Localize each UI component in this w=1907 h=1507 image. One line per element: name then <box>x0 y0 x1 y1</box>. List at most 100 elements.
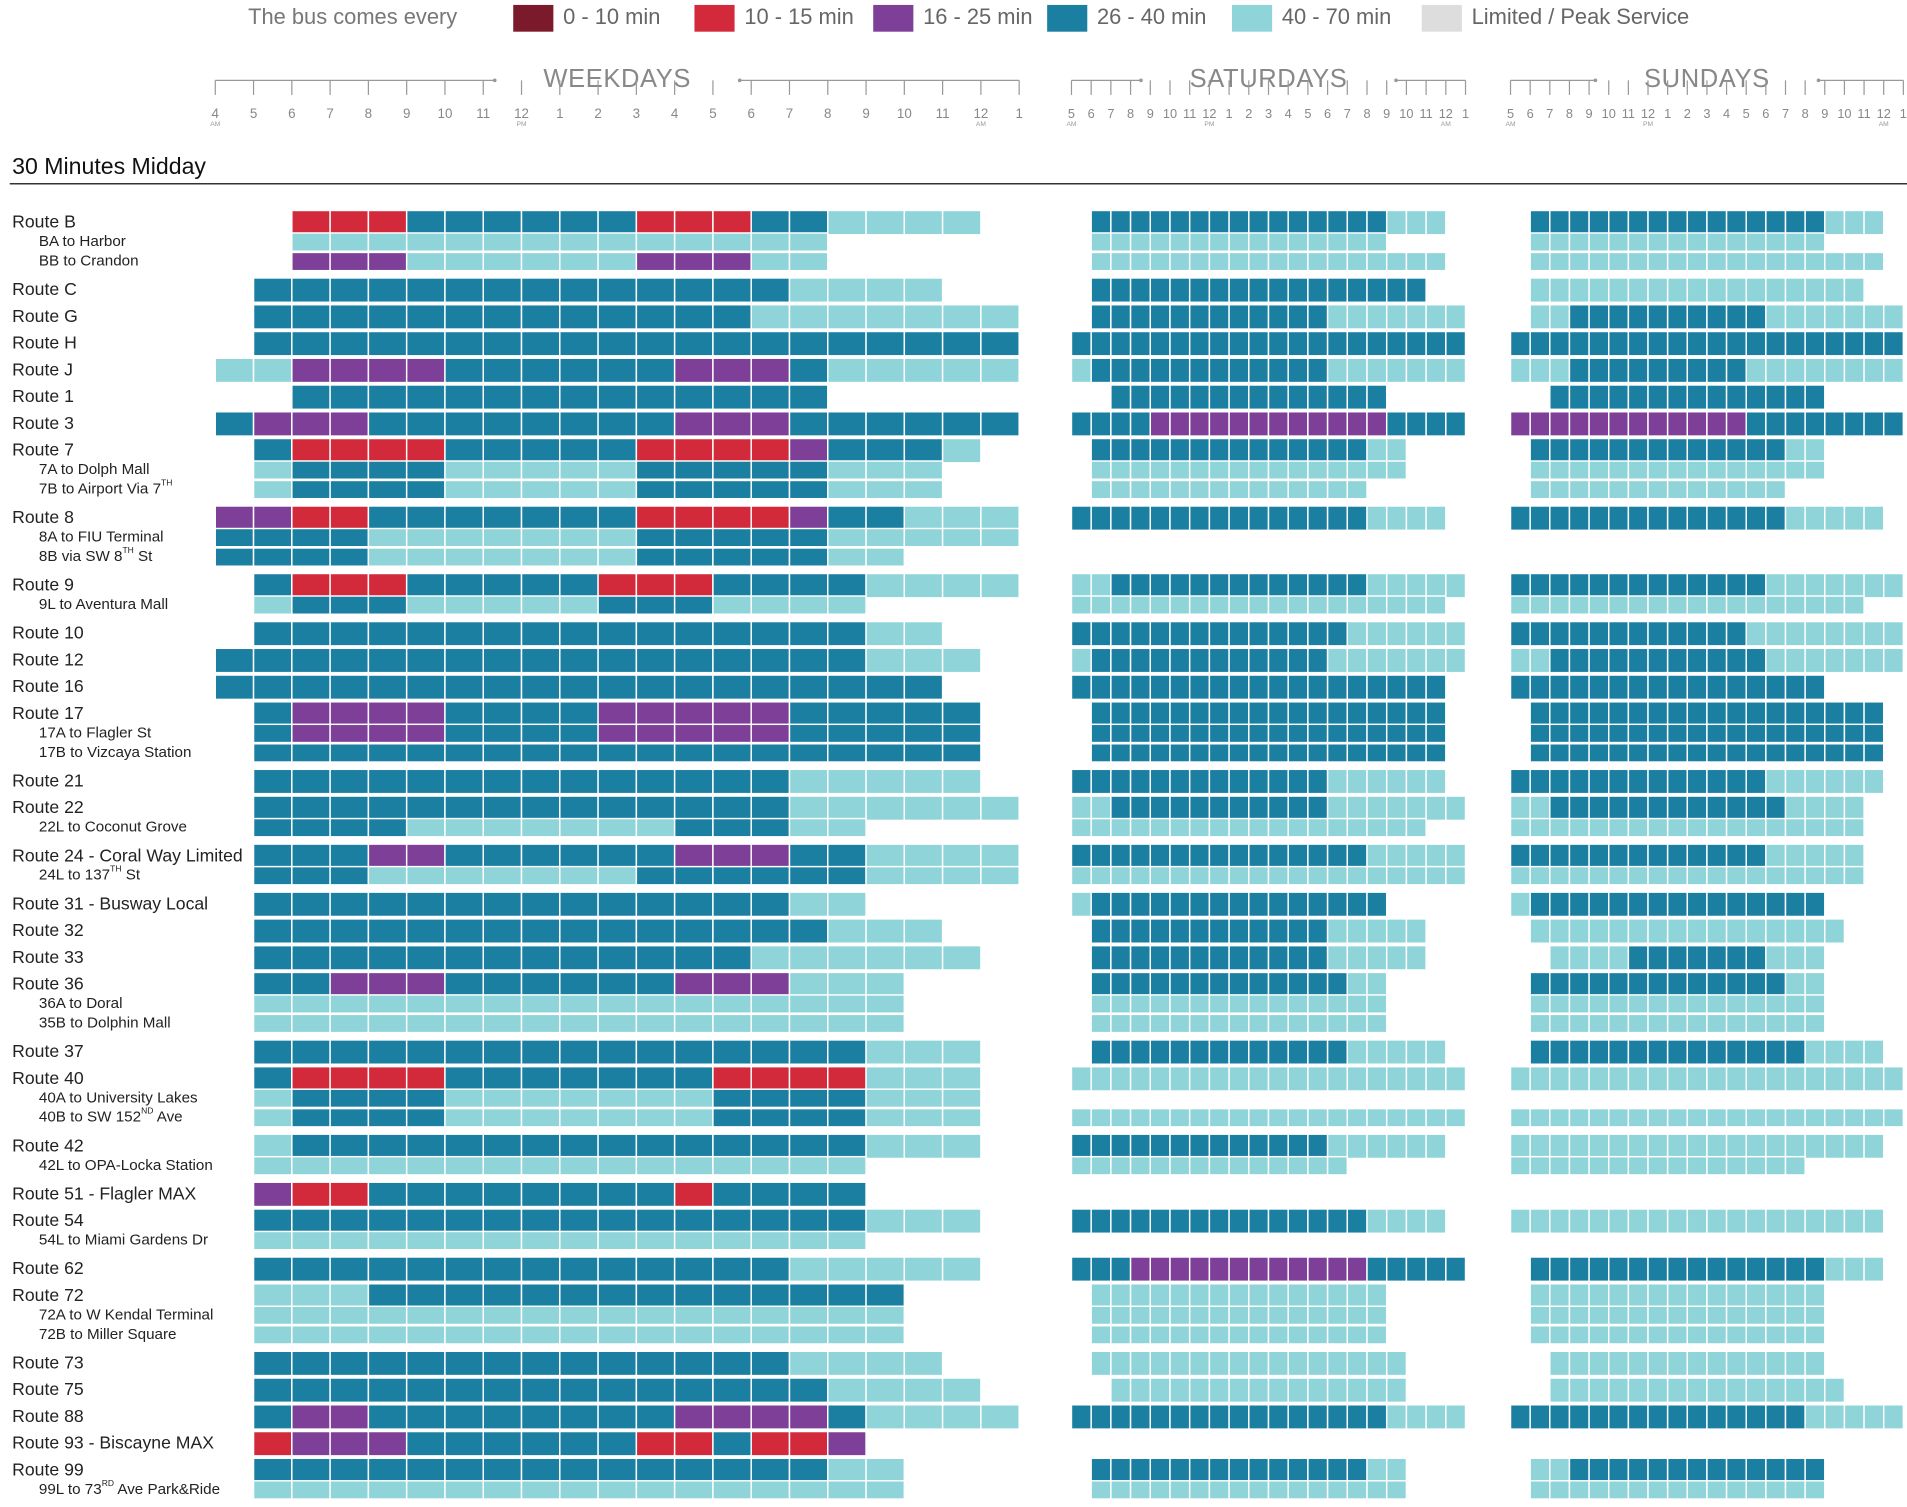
frequency-cell <box>1129 1065 1152 1092</box>
frequency-cell <box>788 479 829 500</box>
frequency-cell <box>1287 505 1309 532</box>
frequency-cell <box>367 971 408 998</box>
frequency-cell <box>1647 620 1669 647</box>
frequency-cell <box>1149 505 1171 532</box>
frequency-cell <box>1882 620 1905 647</box>
frequency-cell <box>1784 209 1806 236</box>
frequency-cell <box>405 891 446 918</box>
frequency-cell <box>1287 1404 1309 1430</box>
frequency-cell <box>827 1404 867 1430</box>
frequency-cell <box>1529 1065 1551 1092</box>
frequency-cell <box>1208 1480 1230 1500</box>
frequency-cell <box>1745 701 1767 727</box>
frequency-cell <box>482 1181 523 1208</box>
frequency-cell <box>865 1088 906 1109</box>
frequency-cell <box>1366 1039 1388 1065</box>
frequency-cell <box>252 1107 293 1128</box>
frequency-cell <box>444 768 484 795</box>
frequency-cell <box>1568 1283 1590 1309</box>
frequency-cell <box>1188 1324 1211 1345</box>
frequency-cell <box>1326 1013 1349 1034</box>
frequency-cell <box>1090 357 1112 384</box>
frequency-cell <box>1248 357 1270 384</box>
frequency-cell <box>1346 1039 1368 1065</box>
frequency-cell <box>1529 795 1551 822</box>
frequency-cell <box>1568 1039 1590 1065</box>
frequency-cell <box>673 330 714 357</box>
frequency-cell <box>1090 479 1112 500</box>
frequency-cell <box>1248 330 1270 357</box>
frequency-cell <box>1169 647 1191 674</box>
frequency-cell <box>827 1208 867 1235</box>
frequency-cell <box>1149 209 1171 236</box>
frequency-cell <box>329 891 370 918</box>
frequency-cell <box>1385 1133 1408 1160</box>
frequency-cell <box>1188 674 1211 701</box>
frequency-cell <box>252 865 293 886</box>
frequency-cell <box>597 1377 638 1404</box>
frequency-cell <box>712 1305 752 1326</box>
frequency-cell <box>1607 479 1630 500</box>
frequency-cell <box>1725 795 1747 822</box>
frequency-cell <box>597 795 638 822</box>
frequency-cell <box>1248 1155 1270 1176</box>
frequency-cell <box>1765 411 1787 437</box>
frequency-cell <box>482 384 523 411</box>
hour-label: 5 <box>1304 106 1311 121</box>
frequency-cell <box>1725 674 1747 701</box>
frequency-cell <box>367 209 408 236</box>
frequency-cell <box>1169 1133 1191 1160</box>
frequency-cell <box>367 1305 408 1326</box>
frequency-cell <box>865 572 906 599</box>
frequency-cell <box>1326 1324 1349 1345</box>
frequency-cell <box>1686 384 1708 411</box>
frequency-cell <box>597 944 638 971</box>
frequency-cell <box>1529 701 1551 727</box>
frequency-cell <box>444 505 484 532</box>
frequency-cell <box>367 1107 408 1128</box>
row-label: 22L to Coconut Grove <box>39 819 187 836</box>
frequency-cell <box>1843 647 1865 674</box>
frequency-cell <box>673 1350 714 1377</box>
frequency-cell <box>865 1404 906 1430</box>
frequency-cell <box>1366 1457 1388 1484</box>
frequency-cell <box>1090 460 1112 480</box>
frequency-cell <box>941 1404 982 1430</box>
frequency-cell <box>1267 944 1289 971</box>
frequency-cell <box>520 251 561 272</box>
frequency-cell <box>482 1404 523 1430</box>
frequency-cell <box>1804 1283 1826 1309</box>
frequency-cell <box>1804 843 1826 870</box>
frequency-cell <box>291 572 331 599</box>
frequency-cell <box>1110 1133 1132 1160</box>
frequency-cell <box>1882 357 1905 384</box>
row-label-text: 7B to Airport Via 7 <box>39 481 161 498</box>
frequency-cell <box>559 357 599 384</box>
frequency-cell <box>1647 1404 1669 1430</box>
frequency-cell <box>1228 251 1250 272</box>
frequency-cell <box>1425 674 1447 701</box>
frequency-cell <box>482 843 523 870</box>
frequency-cell <box>559 865 599 886</box>
frequency-cell <box>1784 357 1806 384</box>
frequency-cell <box>405 411 446 437</box>
frequency-cell <box>635 460 676 480</box>
frequency-cell <box>1607 1324 1630 1345</box>
frequency-cell <box>1549 865 1571 886</box>
frequency-cell <box>635 1208 676 1235</box>
frequency-cell <box>1804 1208 1826 1235</box>
frequency-cell <box>1228 1039 1250 1065</box>
frequency-cell <box>788 1013 829 1034</box>
frequency-cell <box>1129 330 1152 357</box>
frequency-cell <box>1765 1377 1787 1404</box>
frequency-cell <box>1765 1013 1787 1034</box>
frequency-cell <box>865 1039 906 1065</box>
frequency-cell <box>1745 232 1767 252</box>
frequency-cell <box>1346 843 1368 870</box>
frequency-cell <box>1568 994 1590 1014</box>
row-label-text: Route 12 <box>12 649 84 669</box>
frequency-cell <box>1208 1283 1230 1309</box>
frequency-cell <box>750 1013 791 1034</box>
frequency-cell <box>1706 723 1728 744</box>
frequency-cell <box>291 1404 331 1430</box>
